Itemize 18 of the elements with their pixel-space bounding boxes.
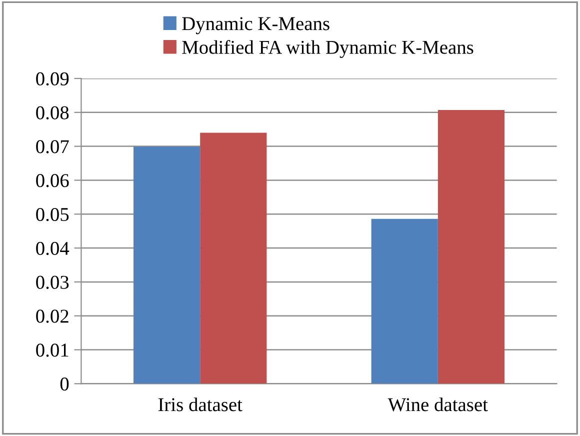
y-tick-label: 0.01 bbox=[36, 344, 68, 357]
y-tick-label: 0.03 bbox=[36, 276, 69, 289]
legend-label: Modified FA with Dynamic K-Means bbox=[182, 40, 474, 58]
y-tick-label: 0.02 bbox=[36, 310, 68, 323]
y-tick-label: 0.06 bbox=[36, 174, 69, 188]
legend-label: Dynamic K-Means bbox=[182, 17, 330, 34]
y-tick-label: 0.07 bbox=[36, 140, 69, 154]
y-tick-label: 0 bbox=[60, 377, 69, 391]
y-tick-label: 0.09 bbox=[36, 72, 69, 86]
x-tick-label: Iris dataset bbox=[158, 398, 242, 412]
y-tick-label: 0.05 bbox=[36, 208, 69, 222]
bar bbox=[200, 132, 267, 384]
bar bbox=[438, 110, 504, 384]
y-tick-label: 0.08 bbox=[36, 106, 69, 120]
x-tick-label: Wine dataset bbox=[388, 398, 488, 412]
bar bbox=[371, 218, 438, 384]
y-tick-label: 0.04 bbox=[36, 242, 70, 256]
bar bbox=[134, 146, 200, 384]
